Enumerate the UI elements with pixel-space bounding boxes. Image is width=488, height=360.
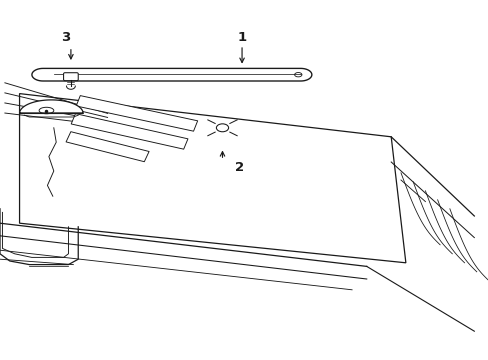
Polygon shape	[20, 94, 405, 263]
Text: 1: 1	[237, 31, 246, 44]
Ellipse shape	[216, 124, 228, 132]
Polygon shape	[66, 132, 149, 162]
Text: 3: 3	[61, 31, 70, 44]
Polygon shape	[76, 96, 197, 131]
Polygon shape	[20, 100, 83, 113]
Polygon shape	[32, 68, 311, 81]
Polygon shape	[71, 114, 187, 149]
Text: 2: 2	[235, 161, 244, 174]
FancyBboxPatch shape	[63, 73, 78, 81]
